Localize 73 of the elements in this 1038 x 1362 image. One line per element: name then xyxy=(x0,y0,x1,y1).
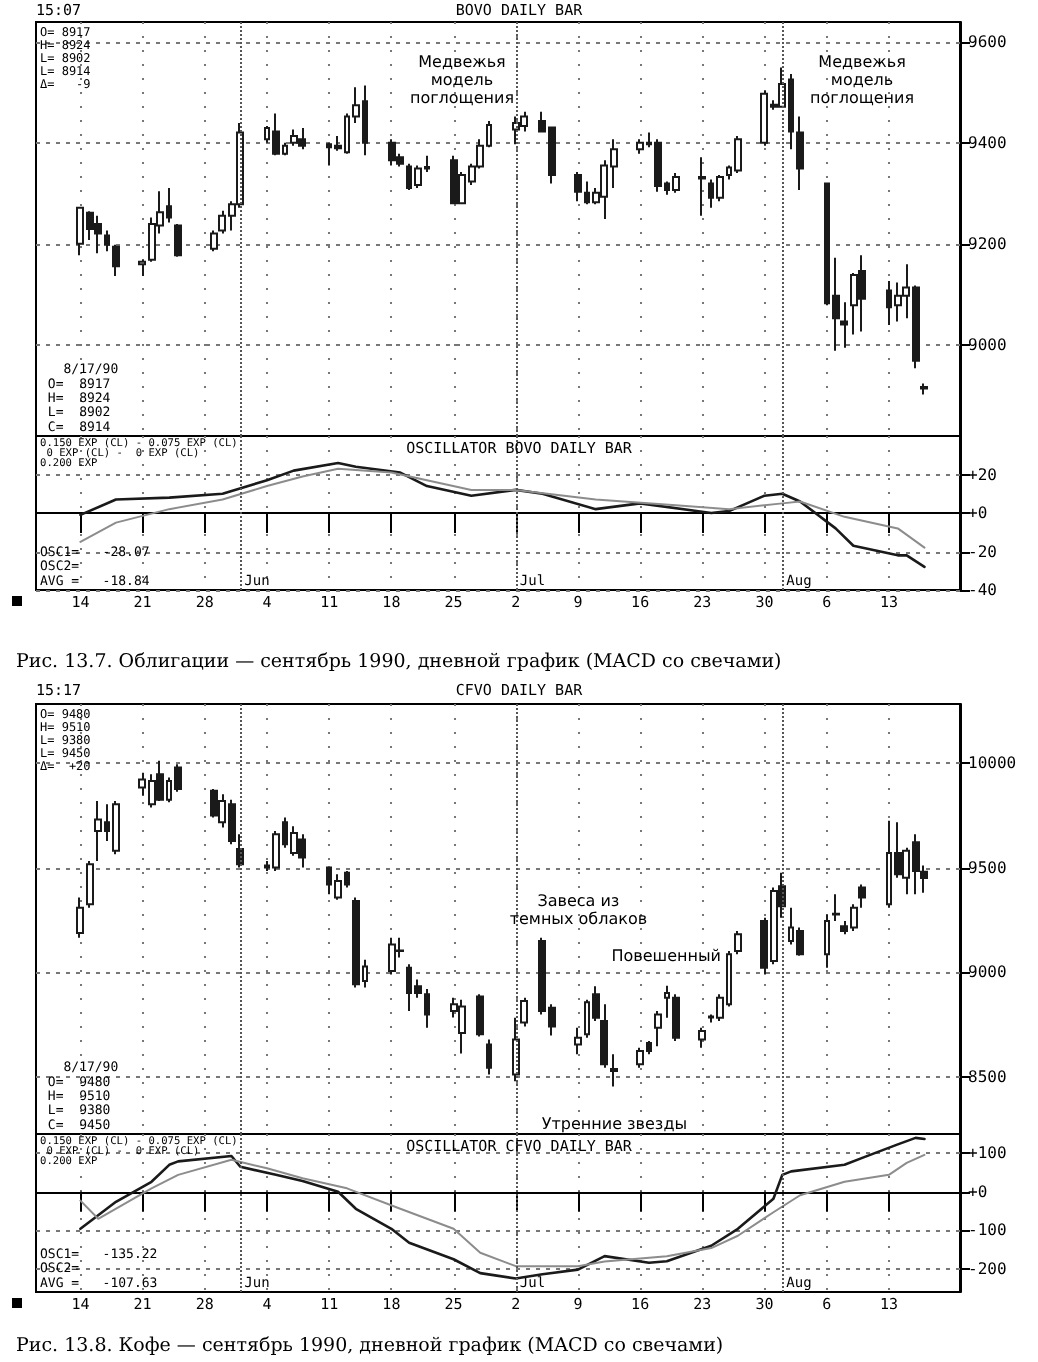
candlestick xyxy=(298,127,306,151)
candlestick xyxy=(920,382,928,396)
candlestick xyxy=(76,896,84,939)
candlestick xyxy=(858,254,866,333)
y-tick-label: -100 xyxy=(968,1221,1007,1240)
candlestick xyxy=(298,833,306,869)
line-series xyxy=(79,467,926,549)
line-series xyxy=(79,1153,926,1268)
y-tick-label: 9600 xyxy=(968,33,1007,52)
candlestick xyxy=(450,154,458,206)
candlestick xyxy=(156,759,164,802)
y-tick-label: +20 xyxy=(968,465,998,484)
line-series xyxy=(79,461,926,569)
annotation: Повешенный xyxy=(611,946,721,965)
candlestick xyxy=(672,993,680,1043)
y-tick-label: 9000 xyxy=(968,336,1007,355)
candlestick xyxy=(734,135,742,174)
candlestick xyxy=(574,1026,582,1056)
y-tick-label: 9000 xyxy=(968,963,1007,982)
annotation: Утренние звезды xyxy=(541,1115,688,1134)
candlestick xyxy=(388,936,396,976)
y-tick-label: +0 xyxy=(968,1182,988,1201)
candlestick xyxy=(636,1046,644,1069)
candlestick xyxy=(94,214,102,255)
y-tick-label: 8500 xyxy=(968,1068,1007,1087)
candlestick xyxy=(388,138,396,167)
y-tick-label: -20 xyxy=(968,542,998,561)
candlestick xyxy=(272,112,280,157)
candlestick xyxy=(840,301,848,349)
y-tick-label: -40 xyxy=(968,581,998,599)
candlestick xyxy=(104,229,110,253)
annotation: Завеса из темных облаков xyxy=(509,891,648,928)
candlestick xyxy=(112,799,120,856)
candlestick xyxy=(86,859,94,909)
candlestick xyxy=(672,171,680,194)
annotation: Медвежья модель поглощения xyxy=(409,52,515,107)
candlestick xyxy=(698,156,706,217)
candlestick xyxy=(414,164,422,190)
candlestick xyxy=(600,1003,608,1069)
candlestick xyxy=(334,873,342,901)
y-tick-label: +0 xyxy=(968,504,988,522)
candlestick xyxy=(832,893,840,922)
y-tick-label: 9500 xyxy=(968,858,1007,877)
y-tick-label: 9400 xyxy=(968,134,1007,153)
candlestick xyxy=(636,138,644,155)
candlestick xyxy=(476,993,484,1038)
candlestick xyxy=(512,115,520,146)
y-tick-label: +100 xyxy=(968,1144,1007,1163)
candlestick xyxy=(352,896,360,989)
candlestick xyxy=(716,173,724,203)
candlestick xyxy=(112,243,120,277)
y-tick-label: 9200 xyxy=(968,235,1007,254)
candlestick xyxy=(138,258,146,277)
text: Рис. 13.7. Облигации — сентябрь 1990, дневной график (MACD со свечами) xyxy=(16,651,782,673)
y-tick-label: -200 xyxy=(968,1259,1007,1278)
candlestick xyxy=(94,799,102,862)
candlestick xyxy=(458,998,466,1055)
candlestick xyxy=(610,1053,618,1088)
y-tick-label: 10000 xyxy=(968,753,1017,772)
line-series xyxy=(79,1136,926,1280)
candlestick xyxy=(290,128,298,147)
candlestick xyxy=(174,222,182,258)
candlestick xyxy=(734,929,742,956)
candlestick xyxy=(654,138,662,193)
candlestick xyxy=(210,229,218,253)
candlestick xyxy=(654,1010,662,1048)
candlestick xyxy=(824,913,830,969)
annotation: Медвежья модель поглощения xyxy=(810,52,915,107)
text: Рис. 13.8. Кофе — сентябрь 1990, дневной график (MACD со свечами) xyxy=(16,1335,724,1357)
candlestick xyxy=(698,1026,706,1049)
candlestick xyxy=(574,170,582,203)
candlestick xyxy=(486,1038,492,1076)
candlestick xyxy=(520,996,528,1028)
